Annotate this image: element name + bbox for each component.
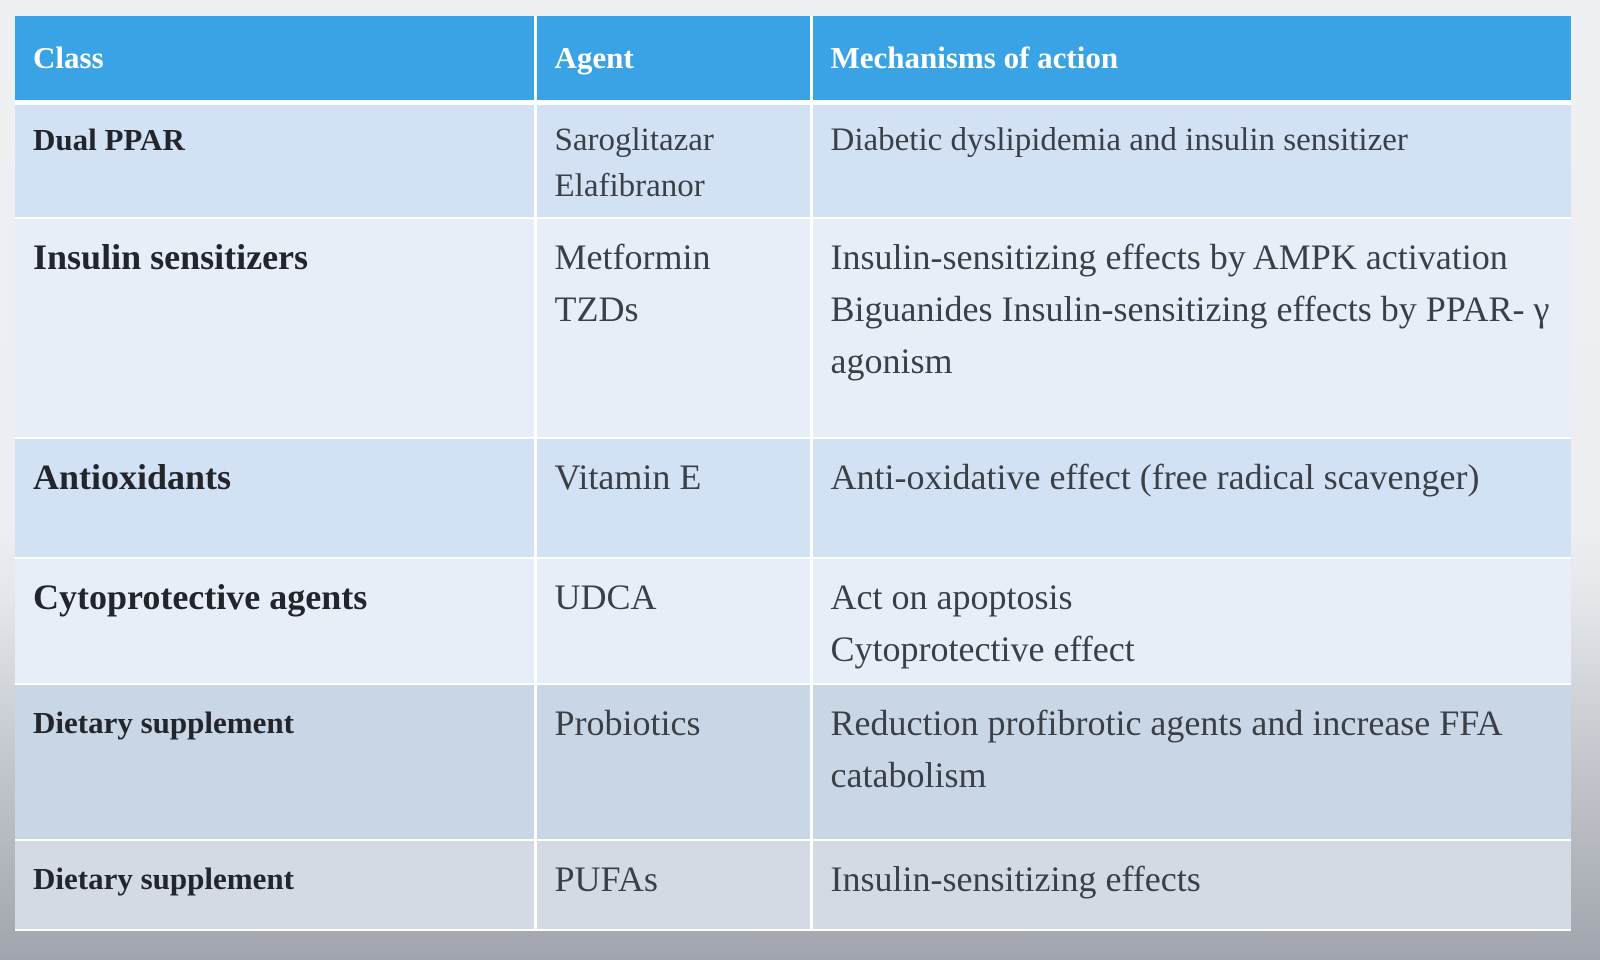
agent-cell: Probiotics (535, 684, 813, 841)
table-header-row: Class Agent Mechanisms of action (15, 16, 1571, 105)
table-row: Cytoprotective agents UDCA Act on apopto… (15, 558, 1571, 685)
table-row: Insulin sensitizers Metformin TZDs Insul… (15, 218, 1571, 439)
agent-name: Elafibranor (554, 168, 705, 204)
drug-classes-table: Class Agent Mechanisms of action Dual PP… (15, 16, 1571, 931)
agent-name: UDCA (554, 577, 657, 617)
agent-name: TZDs (554, 289, 639, 329)
table-row: Dietary supplement PUFAs Insulin-sensiti… (15, 840, 1571, 931)
class-cell: Dual PPAR (15, 102, 537, 219)
header-agent: Agent (535, 16, 813, 105)
table-row: Dual PPAR Saroglitazar Elafibranor Diabe… (15, 102, 1571, 219)
class-cell: Dietary supplement (15, 684, 537, 841)
mechanism-text: Diabetic dyslipidemia and insulin sensit… (830, 122, 1408, 158)
agent-cell: Vitamin E (535, 438, 813, 559)
agent-cell: PUFAs (535, 840, 813, 931)
mechanism-cell: Reduction profibrotic agents and increas… (811, 684, 1571, 841)
agent-name: Metformin (554, 237, 711, 277)
class-cell: Cytoprotective agents (15, 558, 537, 685)
table-row: Antioxidants Vitamin E Anti-oxidative ef… (15, 438, 1571, 559)
mechanism-text: Reduction profibrotic agents and increas… (830, 703, 1501, 795)
agent-name: Probiotics (554, 703, 701, 743)
agent-name: Saroglitazar (554, 122, 714, 158)
agent-cell: Metformin TZDs (535, 218, 813, 439)
agent-cell: UDCA (535, 558, 813, 685)
mechanism-text: Act on apoptosis (830, 577, 1073, 617)
agent-name: Vitamin E (554, 457, 702, 497)
class-cell: Dietary supplement (15, 840, 537, 931)
agent-cell: Saroglitazar Elafibranor (535, 102, 813, 219)
mechanism-text: Biguanides Insulin-sensitizing effects b… (830, 289, 1550, 381)
mechanism-cell: Diabetic dyslipidemia and insulin sensit… (811, 102, 1571, 219)
mechanism-cell: Anti-oxidative effect (free radical scav… (811, 438, 1571, 559)
mechanism-cell: Insulin-sensitizing effects by AMPK acti… (811, 218, 1571, 439)
mechanism-text: Anti-oxidative effect (free radical scav… (830, 457, 1480, 497)
table-row: Dietary supplement Probiotics Reduction … (15, 684, 1571, 841)
mechanism-text: Insulin-sensitizing effects (830, 859, 1201, 899)
header-class: Class (15, 16, 537, 105)
mechanism-cell: Insulin-sensitizing effects (811, 840, 1571, 931)
header-mechanisms: Mechanisms of action (811, 16, 1571, 105)
class-cell: Insulin sensitizers (15, 218, 537, 439)
agent-name: PUFAs (554, 859, 658, 899)
mechanism-text: Cytoprotective effect (830, 629, 1135, 669)
mechanism-text: Insulin-sensitizing effects by AMPK acti… (830, 237, 1508, 277)
class-cell: Antioxidants (15, 438, 537, 559)
mechanism-cell: Act on apoptosis Cytoprotective effect (811, 558, 1571, 685)
